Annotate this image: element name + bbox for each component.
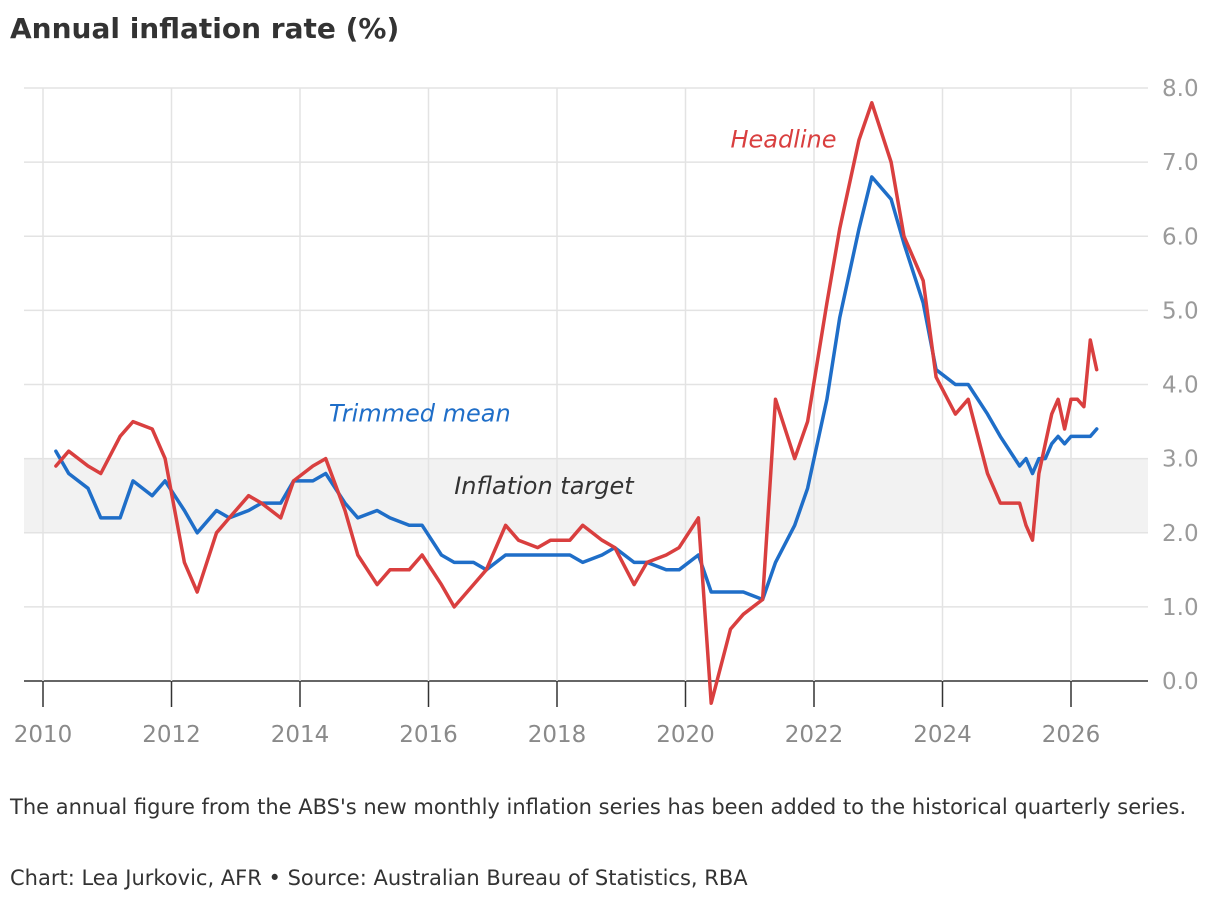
x-tick-label: 2014 <box>271 722 330 748</box>
y-tick-label: 4.0 <box>1162 373 1199 399</box>
y-tick-label: 6.0 <box>1162 224 1199 250</box>
x-tick-label: 2024 <box>913 722 972 748</box>
x-tick-label: 2012 <box>142 722 201 748</box>
series-line-headline <box>54 101 1099 705</box>
x-tick-label: 2010 <box>14 722 73 748</box>
y-tick-label: 7.0 <box>1162 150 1199 176</box>
y-tick-label: 0.0 <box>1162 669 1199 695</box>
series-layer <box>54 101 1099 705</box>
y-tick-label: 1.0 <box>1162 595 1199 621</box>
x-tick-label: 2026 <box>1042 722 1101 748</box>
y-tick-label: 8.0 <box>1162 76 1199 102</box>
grid-layer: 0.0 1.0 2.0 3.0 4.0 5.0 6.0 7.0 8.0 2010 2012 2014 2… <box>14 76 1199 748</box>
y-tick-label: 2.0 <box>1162 521 1199 547</box>
x-tick-label: 2020 <box>656 722 715 748</box>
series-line-trimmed-mean <box>54 175 1099 602</box>
label-layer: Headline Trimmed mean Inflation target <box>329 125 837 500</box>
x-tick-label: 2018 <box>528 722 587 748</box>
y-tick-label: 3.0 <box>1162 447 1199 473</box>
chart-source: Chart: Lea Jurkovic, AFR • Source: Austr… <box>10 866 748 890</box>
x-tick-label: 2022 <box>785 722 844 748</box>
inflation-target-band-layer <box>24 458 1148 533</box>
series-label-trimmed-mean: Trimmed mean <box>329 400 511 428</box>
chart-title: Annual inflation rate (%) <box>10 12 400 45</box>
chart-note: The annual figure from the ABS's new mon… <box>10 795 1187 819</box>
series-label-headline: Headline <box>730 125 836 153</box>
inflation-target-band <box>24 458 1148 533</box>
y-tick-label: 5.0 <box>1162 298 1199 324</box>
x-tick-label: 2016 <box>399 722 458 748</box>
inflation-line-chart: 0.0 1.0 2.0 3.0 4.0 5.0 6.0 7.0 8.0 2010 2012 2014 2… <box>14 76 1199 748</box>
inflation-target-label: Inflation target <box>454 472 635 500</box>
